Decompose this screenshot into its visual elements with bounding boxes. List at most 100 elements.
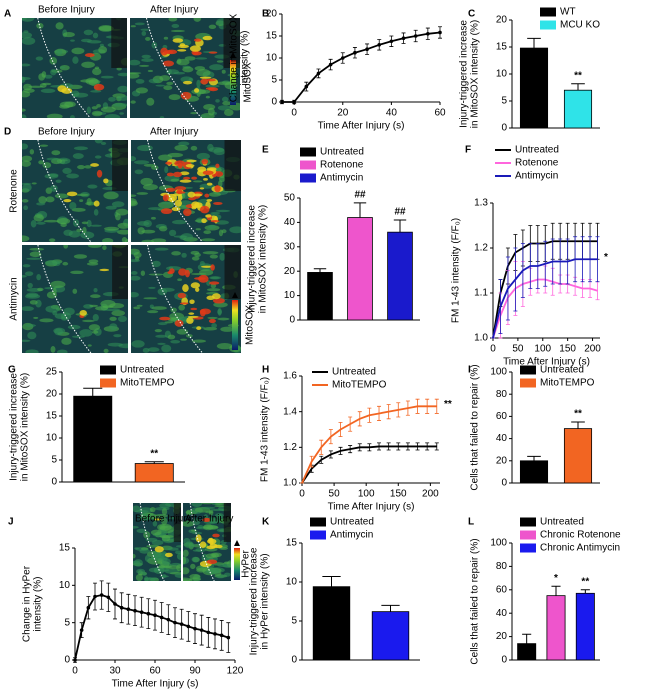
cell-signal [141, 31, 147, 36]
colorbar-label: HyPer [241, 549, 252, 577]
cell-signal [176, 552, 181, 561]
cell-signal [223, 109, 234, 117]
cell-signal [190, 112, 198, 115]
hot-signal [199, 541, 207, 549]
cell-signal [22, 339, 31, 342]
cell-signal [22, 18, 35, 22]
cell-signal [176, 328, 189, 335]
error-bar [522, 633, 532, 644]
y-tick-label: 80 [496, 389, 508, 400]
cell-signal [168, 18, 178, 22]
cell-signal [59, 66, 66, 69]
hot-signal [182, 80, 193, 85]
cell-signal [98, 25, 115, 31]
hot-signal [191, 176, 198, 180]
y-tick-label: 80 [496, 561, 508, 572]
cell-signal [80, 231, 95, 239]
cell-signal [147, 69, 153, 73]
legend-label: Untreated [120, 365, 164, 376]
cell-signal [180, 338, 188, 341]
image-label: Before Injury [38, 5, 95, 16]
cell-signal [196, 79, 201, 88]
y-tick-label: 1.3 [474, 198, 488, 209]
cell-signal [141, 54, 151, 59]
cell-signal [206, 280, 211, 286]
cell-signal [208, 509, 214, 516]
cell-signal [70, 115, 75, 118]
cell-signal [148, 286, 156, 289]
y-axis-label: Cells that failed to repair (%) [470, 538, 481, 664]
hot-signal [162, 194, 169, 202]
hot-signal [213, 544, 223, 549]
colorbar-arrow [234, 540, 240, 546]
hot-signal [93, 83, 105, 91]
cell-signal [214, 505, 226, 508]
point [316, 71, 321, 76]
panel-letter: A [4, 9, 11, 20]
colorbar [232, 300, 238, 350]
cell-signal [155, 84, 166, 87]
cell-signal [30, 220, 37, 228]
cell-signal [69, 201, 77, 210]
cell-signal [87, 184, 98, 189]
hot-signal [93, 200, 100, 207]
cell-signal [170, 178, 180, 182]
bar [134, 463, 174, 483]
image-label: After Injury [185, 514, 233, 525]
y-axis-label: Injury-triggered increase [9, 373, 20, 481]
cell-signal [73, 219, 80, 227]
hot-signal [210, 219, 220, 223]
y-tick-label: 5 [64, 617, 70, 628]
y-tick-label: 20 [496, 455, 508, 466]
cell-signal [22, 143, 29, 150]
cell-signal [201, 238, 216, 242]
y-axis-label: in MitoSOX intensity (%) [20, 373, 31, 481]
hot-signal [154, 546, 164, 553]
hot-signal [206, 182, 213, 186]
error-bar [595, 236, 600, 283]
image-right-mask [112, 245, 128, 299]
hot-signal [196, 326, 202, 331]
hot-signal [188, 197, 196, 201]
row-label: Antimycin [9, 277, 20, 320]
image-label: Before Injury [38, 127, 95, 138]
cell-signal [154, 568, 170, 572]
cell-signal [26, 257, 42, 260]
cell-signal [22, 108, 26, 112]
cell-signal [214, 503, 227, 506]
cell-signal [62, 167, 72, 175]
cell-signal [28, 85, 44, 88]
image-right-mask [173, 503, 181, 542]
cell-signal [44, 74, 53, 79]
cell-signal [184, 542, 195, 549]
cell-signal [159, 523, 172, 531]
cell-signal [168, 229, 177, 237]
cell-signal [221, 96, 229, 103]
error-bar [83, 387, 103, 397]
hot-signal [200, 265, 213, 268]
hot-signal [201, 218, 207, 224]
cell-signal [206, 525, 219, 530]
cell-signal [206, 288, 221, 292]
point [133, 608, 137, 613]
cell-signal [196, 69, 211, 77]
hot-signal [178, 268, 187, 276]
point [389, 39, 394, 44]
x-tick-label: 50 [329, 489, 341, 500]
legend-swatch [100, 378, 116, 388]
cell-signal [117, 72, 127, 77]
significance: ** [581, 576, 589, 587]
cell-signal [55, 49, 63, 56]
line [301, 405, 437, 484]
point [193, 626, 197, 631]
x-tick-label: 30 [109, 666, 121, 677]
cell-signal [131, 292, 139, 298]
legend-swatch [300, 147, 316, 157]
cell-signal [141, 58, 154, 62]
point [401, 36, 406, 40]
hot-signal [175, 191, 186, 194]
cell-signal [176, 58, 190, 66]
cell-signal [170, 29, 185, 33]
point [186, 624, 191, 629]
y-tick-label: 0 [291, 655, 297, 666]
